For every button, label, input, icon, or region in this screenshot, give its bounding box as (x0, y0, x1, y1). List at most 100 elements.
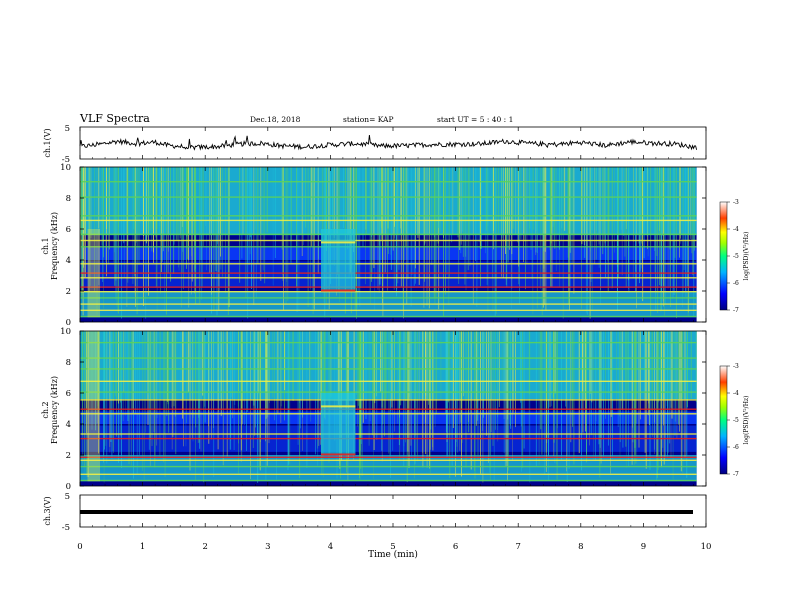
spec-sferic (102, 167, 103, 282)
spec-transmitter-line (80, 303, 697, 305)
spec-sferic (687, 167, 689, 317)
spec-sferic (464, 167, 466, 285)
spec-sferic (482, 331, 484, 483)
spec-sferic (640, 331, 641, 420)
spec-sferic (353, 331, 355, 435)
spec-sferic (185, 331, 187, 447)
spec-sferic (200, 167, 202, 261)
spec-sferic (493, 331, 495, 482)
spec-sferic (208, 331, 209, 412)
ch2-colorbar (719, 365, 728, 475)
spec-sferic (135, 167, 136, 307)
spec-sferic (663, 331, 665, 465)
spec-sferic (170, 167, 171, 282)
spec-sferic (550, 167, 551, 287)
spec-sferic (304, 167, 306, 233)
colorbar-tick-label: -5 (733, 417, 739, 424)
spec-sferic (520, 167, 522, 240)
spec-sferic (201, 167, 203, 300)
spec-sferic (230, 331, 231, 441)
spec-sferic (685, 167, 687, 297)
spec-sferic (245, 167, 247, 299)
spec-sferic (487, 167, 489, 312)
spec-sferic (132, 167, 134, 284)
spec-sferic (148, 331, 150, 392)
spec-sferic (537, 167, 538, 253)
spec-sferic (82, 167, 83, 272)
spec-transmitter-line (80, 456, 697, 458)
spec-sferic (187, 331, 189, 393)
spec-sferic (418, 167, 420, 285)
spec-sferic (317, 331, 319, 402)
spec-sferic (669, 167, 671, 250)
spec-sferic (318, 167, 319, 259)
spec-sferic (573, 167, 575, 294)
spec-sferic (598, 167, 600, 268)
spec-sferic (118, 331, 119, 404)
ch2-colorbar-ticks: -3 -4 -5 -6 -7 (727, 363, 739, 478)
spec-sferic (290, 167, 292, 263)
spec-sferic (241, 331, 243, 419)
spec-sferic (648, 331, 650, 404)
spec-sferic (593, 331, 595, 460)
spec-sferic (382, 331, 384, 395)
spec-sferic (529, 331, 531, 395)
spec-transmitter-line (80, 239, 697, 242)
spec-sferic (389, 331, 390, 460)
spec-sferic (246, 331, 248, 393)
spec-sferic (258, 331, 259, 394)
spec-sferic (489, 331, 491, 481)
spec-sferic (497, 331, 499, 430)
spec-sferic (544, 167, 546, 252)
spec-sferic (382, 167, 384, 317)
spec-sferic (115, 167, 117, 281)
ytick-label: 6 (66, 225, 71, 235)
spec-transmitter-line (80, 263, 697, 265)
spec-sferic (309, 331, 310, 410)
spec-sferic (330, 331, 332, 399)
spec-sferic (682, 167, 683, 308)
spec-sferic (503, 331, 505, 419)
spec-sferic (560, 167, 562, 241)
spec-sferic (297, 331, 299, 411)
spec-sferic (434, 331, 436, 427)
xtick-label: 7 (515, 542, 520, 552)
spec-sferic (114, 167, 116, 286)
spec-sferic (156, 167, 158, 229)
spec-sferic (257, 331, 259, 483)
spec-sferic (376, 331, 378, 440)
spec-sferic (240, 331, 242, 418)
spec-sferic (477, 331, 479, 402)
spec-sferic (653, 331, 655, 450)
spec-sferic (388, 167, 389, 254)
spec-sferic (546, 331, 548, 439)
spec-sferic (693, 167, 695, 317)
spec-sferic (586, 331, 587, 463)
ch1-colorbar (719, 201, 728, 311)
spec-sferic (151, 331, 153, 446)
spec-sferic (423, 331, 424, 395)
spec-sferic (265, 331, 266, 442)
spec-sferic (672, 331, 673, 390)
ytick-label: 0 (66, 318, 71, 328)
spec-transmitter-line (80, 368, 697, 370)
spec-sferic (429, 331, 431, 473)
spec-sferic (529, 331, 531, 483)
spec-sferic (671, 331, 673, 419)
spec-sferic (656, 331, 658, 459)
spec-sferic (582, 331, 583, 393)
spec-sferic (608, 331, 609, 446)
spec-sferic (211, 331, 212, 440)
spec-sferic (228, 167, 230, 307)
spec-sferic (461, 331, 462, 477)
spec-sferic (82, 331, 84, 465)
spec-sferic (302, 331, 303, 451)
spec-sferic (554, 331, 556, 394)
spec-sferic (179, 167, 181, 239)
spec-sferic (83, 167, 85, 278)
spec-sferic (324, 331, 326, 420)
spec-sferic (540, 331, 542, 430)
spec-sferic (505, 331, 507, 466)
spec-sferic (190, 331, 192, 391)
spec-sferic (182, 167, 183, 252)
